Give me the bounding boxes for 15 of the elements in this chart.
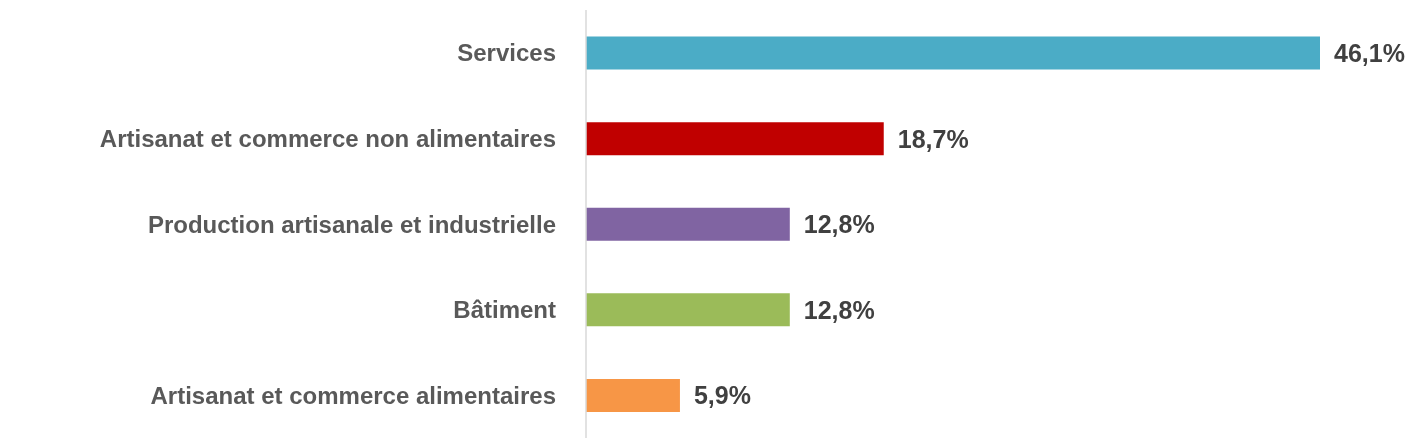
y-tick-label: Bâtiment [453,296,556,324]
y-tick-label: Artisanat et commerce alimentaires [150,381,556,409]
bar [586,36,1320,70]
y-tick-label: Production artisanale et industrielle [147,210,556,238]
bar [586,207,790,241]
data-label: 12,8% [803,295,875,324]
bar [586,378,680,412]
y-tick-label: Artisanat et commerce non alimentaires [99,124,556,152]
data-label: 5,9% [693,381,751,410]
y-tick-label: Services [457,39,556,67]
bar [586,293,790,327]
data-label: 12,8% [803,210,875,239]
data-label: 46,1% [1334,38,1405,67]
data-label: 18,7% [897,124,969,153]
bar [586,122,884,156]
